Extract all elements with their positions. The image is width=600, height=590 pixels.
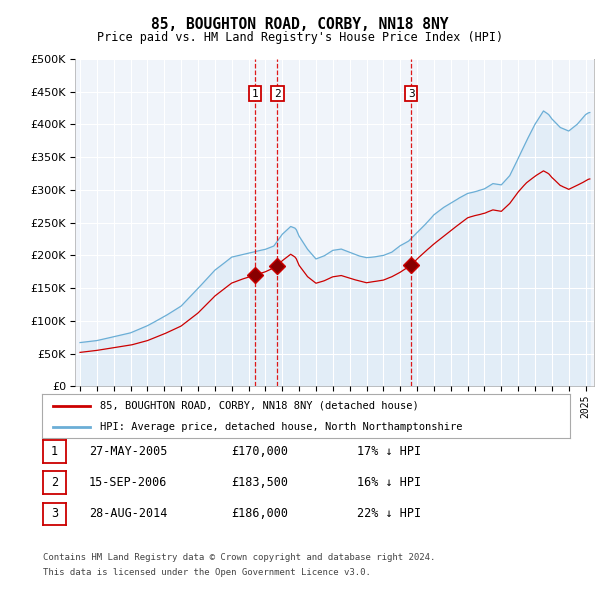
Text: 15-SEP-2006: 15-SEP-2006 — [89, 476, 167, 489]
Text: 28-AUG-2014: 28-AUG-2014 — [89, 507, 167, 520]
Text: £183,500: £183,500 — [231, 476, 288, 489]
Text: Price paid vs. HM Land Registry's House Price Index (HPI): Price paid vs. HM Land Registry's House … — [97, 31, 503, 44]
Text: 2: 2 — [274, 88, 281, 99]
Text: 27-MAY-2005: 27-MAY-2005 — [89, 445, 167, 458]
Text: 1: 1 — [252, 88, 259, 99]
Text: 3: 3 — [408, 88, 415, 99]
Text: 22% ↓ HPI: 22% ↓ HPI — [357, 507, 421, 520]
Text: 85, BOUGHTON ROAD, CORBY, NN18 8NY (detached house): 85, BOUGHTON ROAD, CORBY, NN18 8NY (deta… — [100, 401, 419, 411]
Text: 16% ↓ HPI: 16% ↓ HPI — [357, 476, 421, 489]
Text: 85, BOUGHTON ROAD, CORBY, NN18 8NY: 85, BOUGHTON ROAD, CORBY, NN18 8NY — [151, 17, 449, 31]
Text: £186,000: £186,000 — [231, 507, 288, 520]
Text: 1: 1 — [51, 445, 58, 458]
Text: Contains HM Land Registry data © Crown copyright and database right 2024.: Contains HM Land Registry data © Crown c… — [43, 553, 436, 562]
Text: 3: 3 — [51, 507, 58, 520]
Text: £170,000: £170,000 — [231, 445, 288, 458]
Text: 17% ↓ HPI: 17% ↓ HPI — [357, 445, 421, 458]
Text: 2: 2 — [51, 476, 58, 489]
Text: HPI: Average price, detached house, North Northamptonshire: HPI: Average price, detached house, Nort… — [100, 422, 463, 432]
Text: This data is licensed under the Open Government Licence v3.0.: This data is licensed under the Open Gov… — [43, 568, 371, 577]
